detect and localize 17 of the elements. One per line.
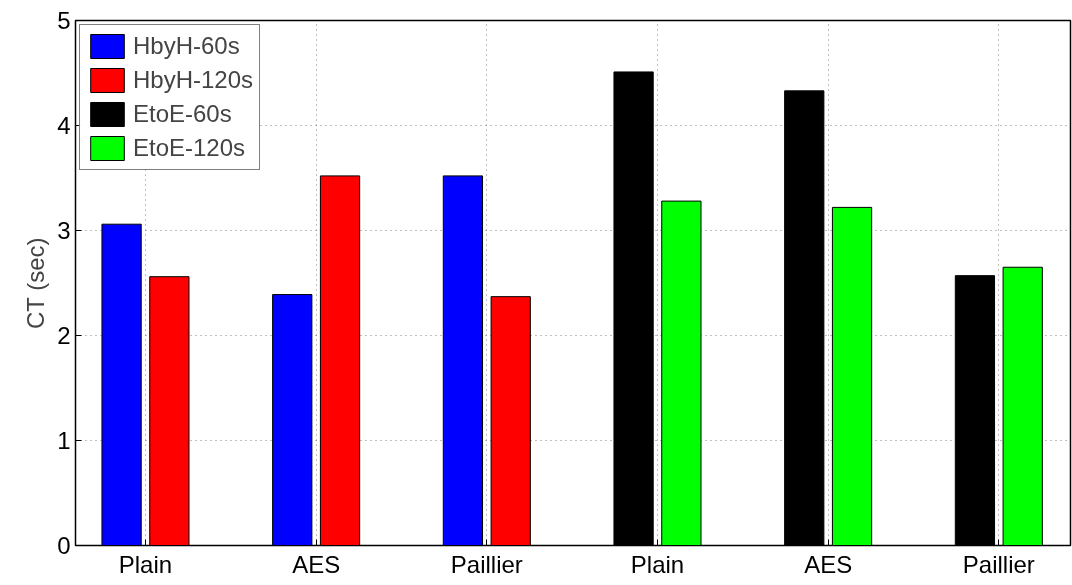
x-tick-label: Paillier bbox=[450, 550, 523, 578]
y-axis-title: CT (sec) bbox=[22, 237, 50, 329]
x-tick-label: Paillier bbox=[962, 550, 1035, 578]
legend-label: HbyH-60s bbox=[133, 32, 240, 60]
y-tick-label: 3 bbox=[57, 217, 71, 244]
y-tick-label: 1 bbox=[57, 427, 71, 454]
y-tick-label: 0 bbox=[57, 532, 71, 559]
legend-label: EtoE-60s bbox=[133, 100, 232, 128]
legend-label: HbyH-120s bbox=[133, 66, 254, 94]
x-tick-label: AES bbox=[804, 550, 853, 578]
y-tick-label: 4 bbox=[57, 112, 71, 139]
x-tick-label: Plain bbox=[118, 550, 173, 578]
x-tick-label: AES bbox=[292, 550, 341, 578]
x-tick-label: Plain bbox=[630, 550, 685, 578]
legend-label: EtoE-120s bbox=[133, 134, 246, 162]
y-tick-label: 5 bbox=[57, 7, 71, 34]
y-tick-label: 2 bbox=[57, 322, 71, 349]
